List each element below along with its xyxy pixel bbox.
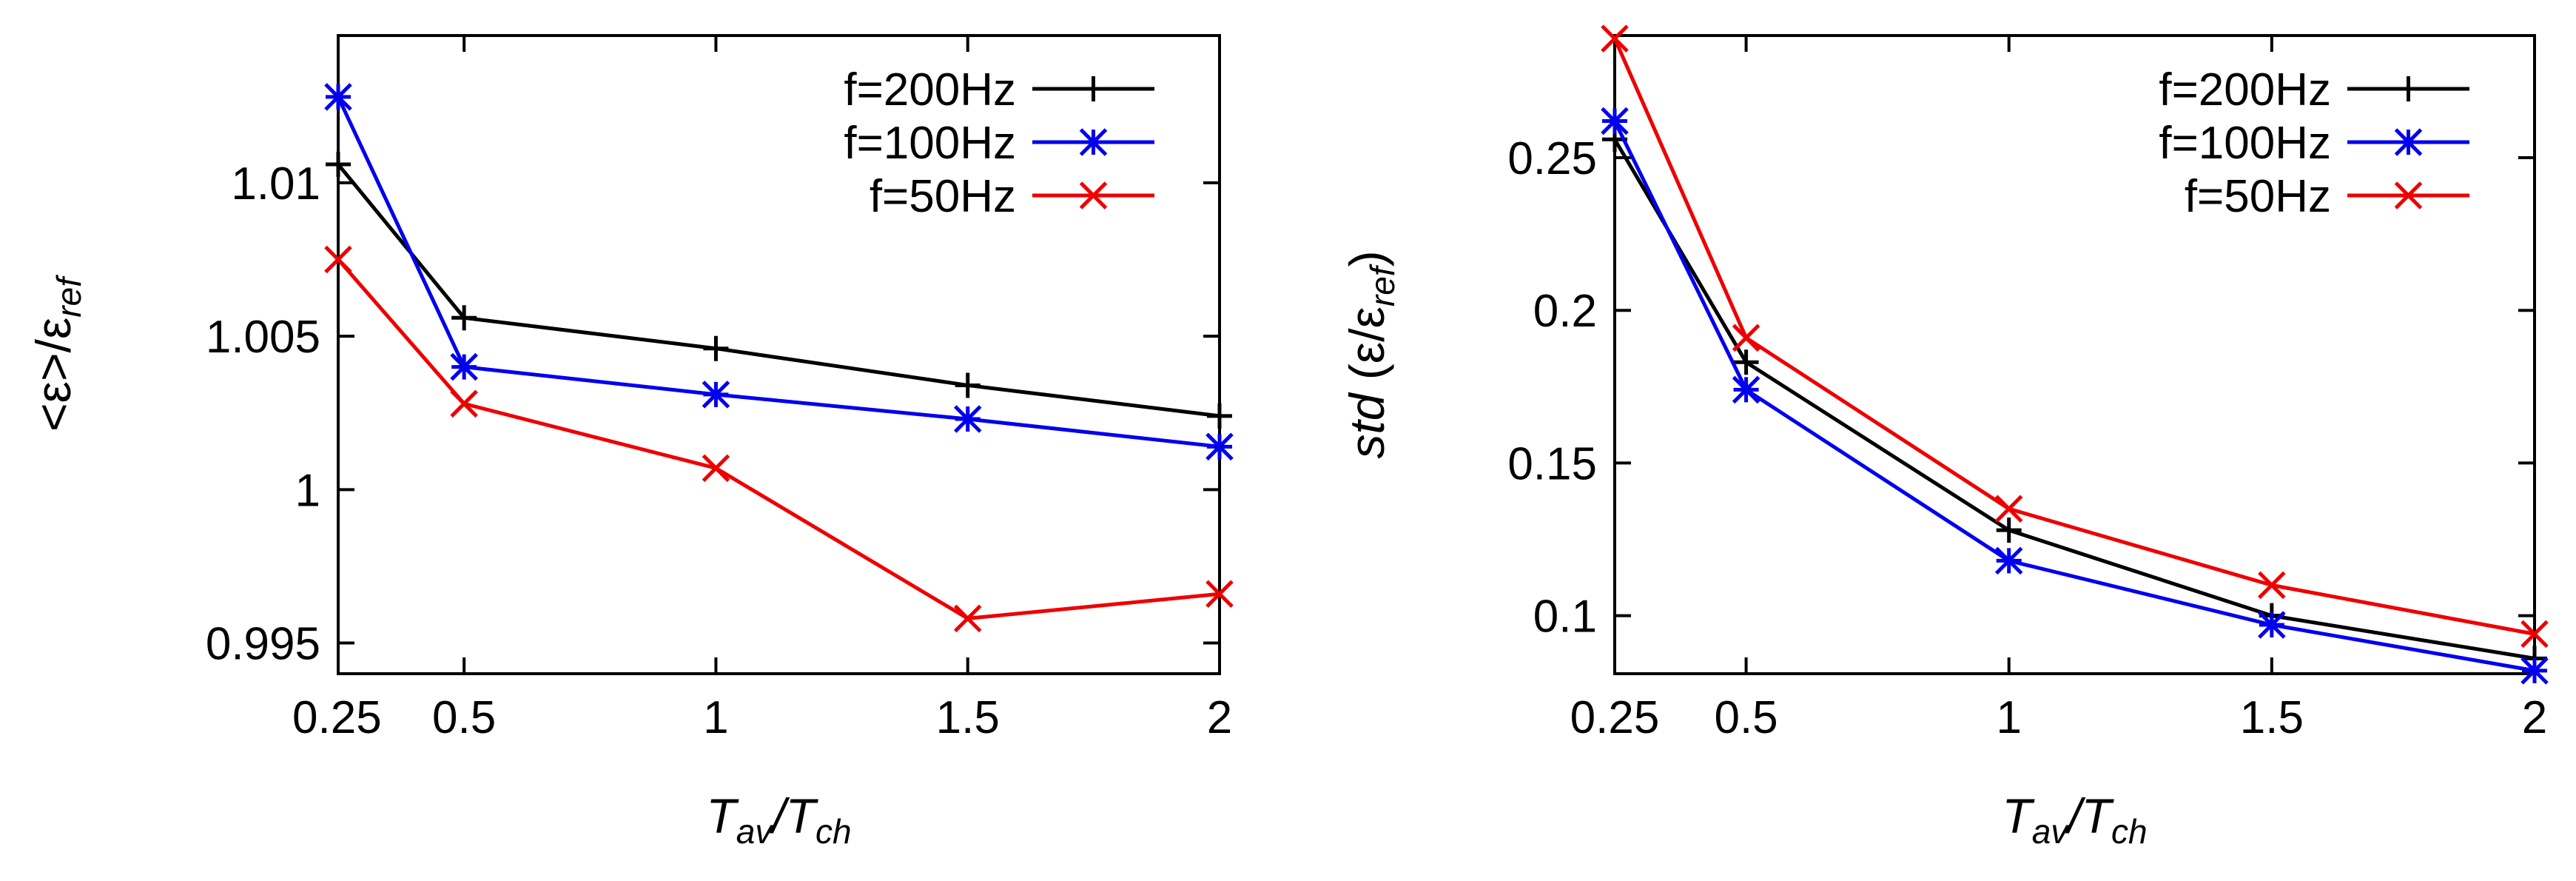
- series-f=100Hz: [1601, 107, 2549, 685]
- x-tick-label: 1: [1996, 692, 2021, 743]
- legend-label: f=50Hz: [870, 171, 1016, 222]
- x-tick-label: 0.25: [292, 692, 382, 743]
- x-axis-label: Tav/Tch: [706, 788, 851, 851]
- chart-panel-2: 0.25 0.5 1 1.5 2 0.1 0.15 0.2 0.25 f=200Hzf=100Hz…: [1339, 24, 2549, 851]
- data-point: [955, 372, 981, 398]
- x-tick-label: 1: [703, 692, 728, 743]
- data-point: [702, 381, 730, 409]
- data-point: [1996, 517, 2022, 543]
- data-point: [324, 83, 352, 111]
- legend-label: f=100Hz: [844, 118, 1016, 169]
- data-point: [1994, 546, 2023, 575]
- series-line: [337, 258, 1220, 620]
- data-point: [450, 352, 478, 381]
- data-point: [2258, 571, 2286, 600]
- x-tick-label: 2: [1207, 692, 1232, 743]
- data-point: [451, 305, 477, 331]
- x-tick-label: 2: [2522, 692, 2547, 743]
- chart-panel-1: 0.25 0.5 1 1.5 2 0.995 1 1.005 1.01 f=200Hzf=100H…: [26, 34, 1234, 851]
- series-line: [1612, 38, 2535, 636]
- legend-marker: [2395, 76, 2421, 101]
- data-point: [450, 389, 478, 418]
- data-point: [1601, 107, 1629, 135]
- y-axis-label: std (ε/εref): [1339, 250, 1402, 458]
- data-point: [1207, 403, 1232, 429]
- x-tick-label: 0.25: [1570, 692, 1660, 743]
- data-point: [702, 454, 730, 483]
- y-tick-label: 0.995: [206, 619, 320, 670]
- y-axis-label: <ε>/εref: [26, 275, 88, 432]
- legend-label: f=100Hz: [2159, 118, 2331, 169]
- data-point: [953, 604, 982, 633]
- data-point: [1732, 324, 1761, 352]
- plot-frame: [1613, 34, 2536, 675]
- data-point: [2520, 657, 2549, 685]
- legend-marker: [1079, 128, 1108, 156]
- legend-label: f=200Hz: [844, 64, 1016, 115]
- data-point: [1733, 349, 1759, 375]
- data-point: [1205, 432, 1234, 461]
- series-f=50Hz: [324, 245, 1234, 633]
- legend-label: f=50Hz: [2185, 171, 2331, 222]
- y-tick-label: 0.2: [1533, 286, 1597, 337]
- series-f=100Hz: [324, 83, 1234, 461]
- legend-label: f=200Hz: [2159, 64, 2331, 115]
- series-f=50Hz: [1601, 24, 2549, 649]
- data-point: [1205, 580, 1234, 609]
- y-tick-label: 1.005: [206, 312, 320, 363]
- y-tick-label: 0.25: [1507, 133, 1597, 184]
- y-tick-label: 1: [295, 465, 320, 516]
- legend-marker: [1079, 181, 1108, 210]
- data-point: [1994, 495, 2023, 523]
- x-tick-label: 1.5: [936, 692, 1000, 743]
- x-tick-label: 0.5: [432, 692, 496, 743]
- data-point: [2258, 611, 2286, 639]
- data-point: [703, 335, 729, 361]
- data-point: [953, 405, 982, 433]
- data-point: [326, 152, 351, 178]
- y-tick-label: 0.15: [1507, 438, 1597, 489]
- data-point: [2520, 620, 2549, 649]
- x-tick-label: 1.5: [2240, 692, 2304, 743]
- data-point: [324, 245, 352, 274]
- x-axis-label: Tav/Tch: [2002, 788, 2147, 851]
- legend-marker: [2394, 181, 2423, 210]
- y-tick-label: 1.01: [231, 158, 320, 210]
- series-f=200Hz: [326, 152, 1232, 429]
- data-point: [1601, 24, 1629, 53]
- x-tick-label: 0.5: [1714, 692, 1778, 743]
- y-tick-label: 0.1: [1533, 592, 1597, 643]
- legend-marker: [2394, 128, 2423, 156]
- plot-frame: [337, 34, 1221, 675]
- legend-marker: [1080, 76, 1106, 101]
- series-f=200Hz: [1602, 127, 2547, 671]
- data-point: [1732, 375, 1761, 404]
